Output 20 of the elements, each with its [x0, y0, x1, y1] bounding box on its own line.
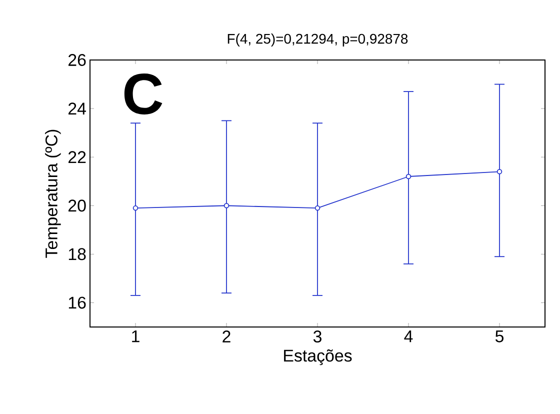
- chart-title: F(4, 25)=0,21294, p=0,92878: [228, 33, 408, 46]
- y-axis-title: Temperatura (ºC): [45, 130, 61, 258]
- x-tick-label: 4: [404, 330, 413, 342]
- y-tick-label: 26: [68, 54, 86, 66]
- point: [132, 205, 138, 211]
- y-tick-label: 18: [68, 248, 86, 260]
- point: [314, 205, 320, 211]
- y-tick-label: 16: [68, 296, 86, 309]
- x-tick-label: 1: [132, 330, 140, 342]
- y-tick-label: 24: [68, 102, 86, 114]
- point: [496, 169, 502, 174]
- point: [406, 174, 412, 180]
- point: [224, 202, 230, 208]
- annotation: C: [124, 74, 162, 114]
- y-tick-label: 22: [68, 151, 86, 163]
- y-tick-label: 20: [68, 200, 86, 212]
- x-axis-title: Estações: [284, 349, 352, 366]
- x-tick-label: 3: [313, 330, 322, 343]
- x-tick-label: 5: [495, 330, 504, 342]
- x-tick-label: 2: [222, 330, 230, 342]
